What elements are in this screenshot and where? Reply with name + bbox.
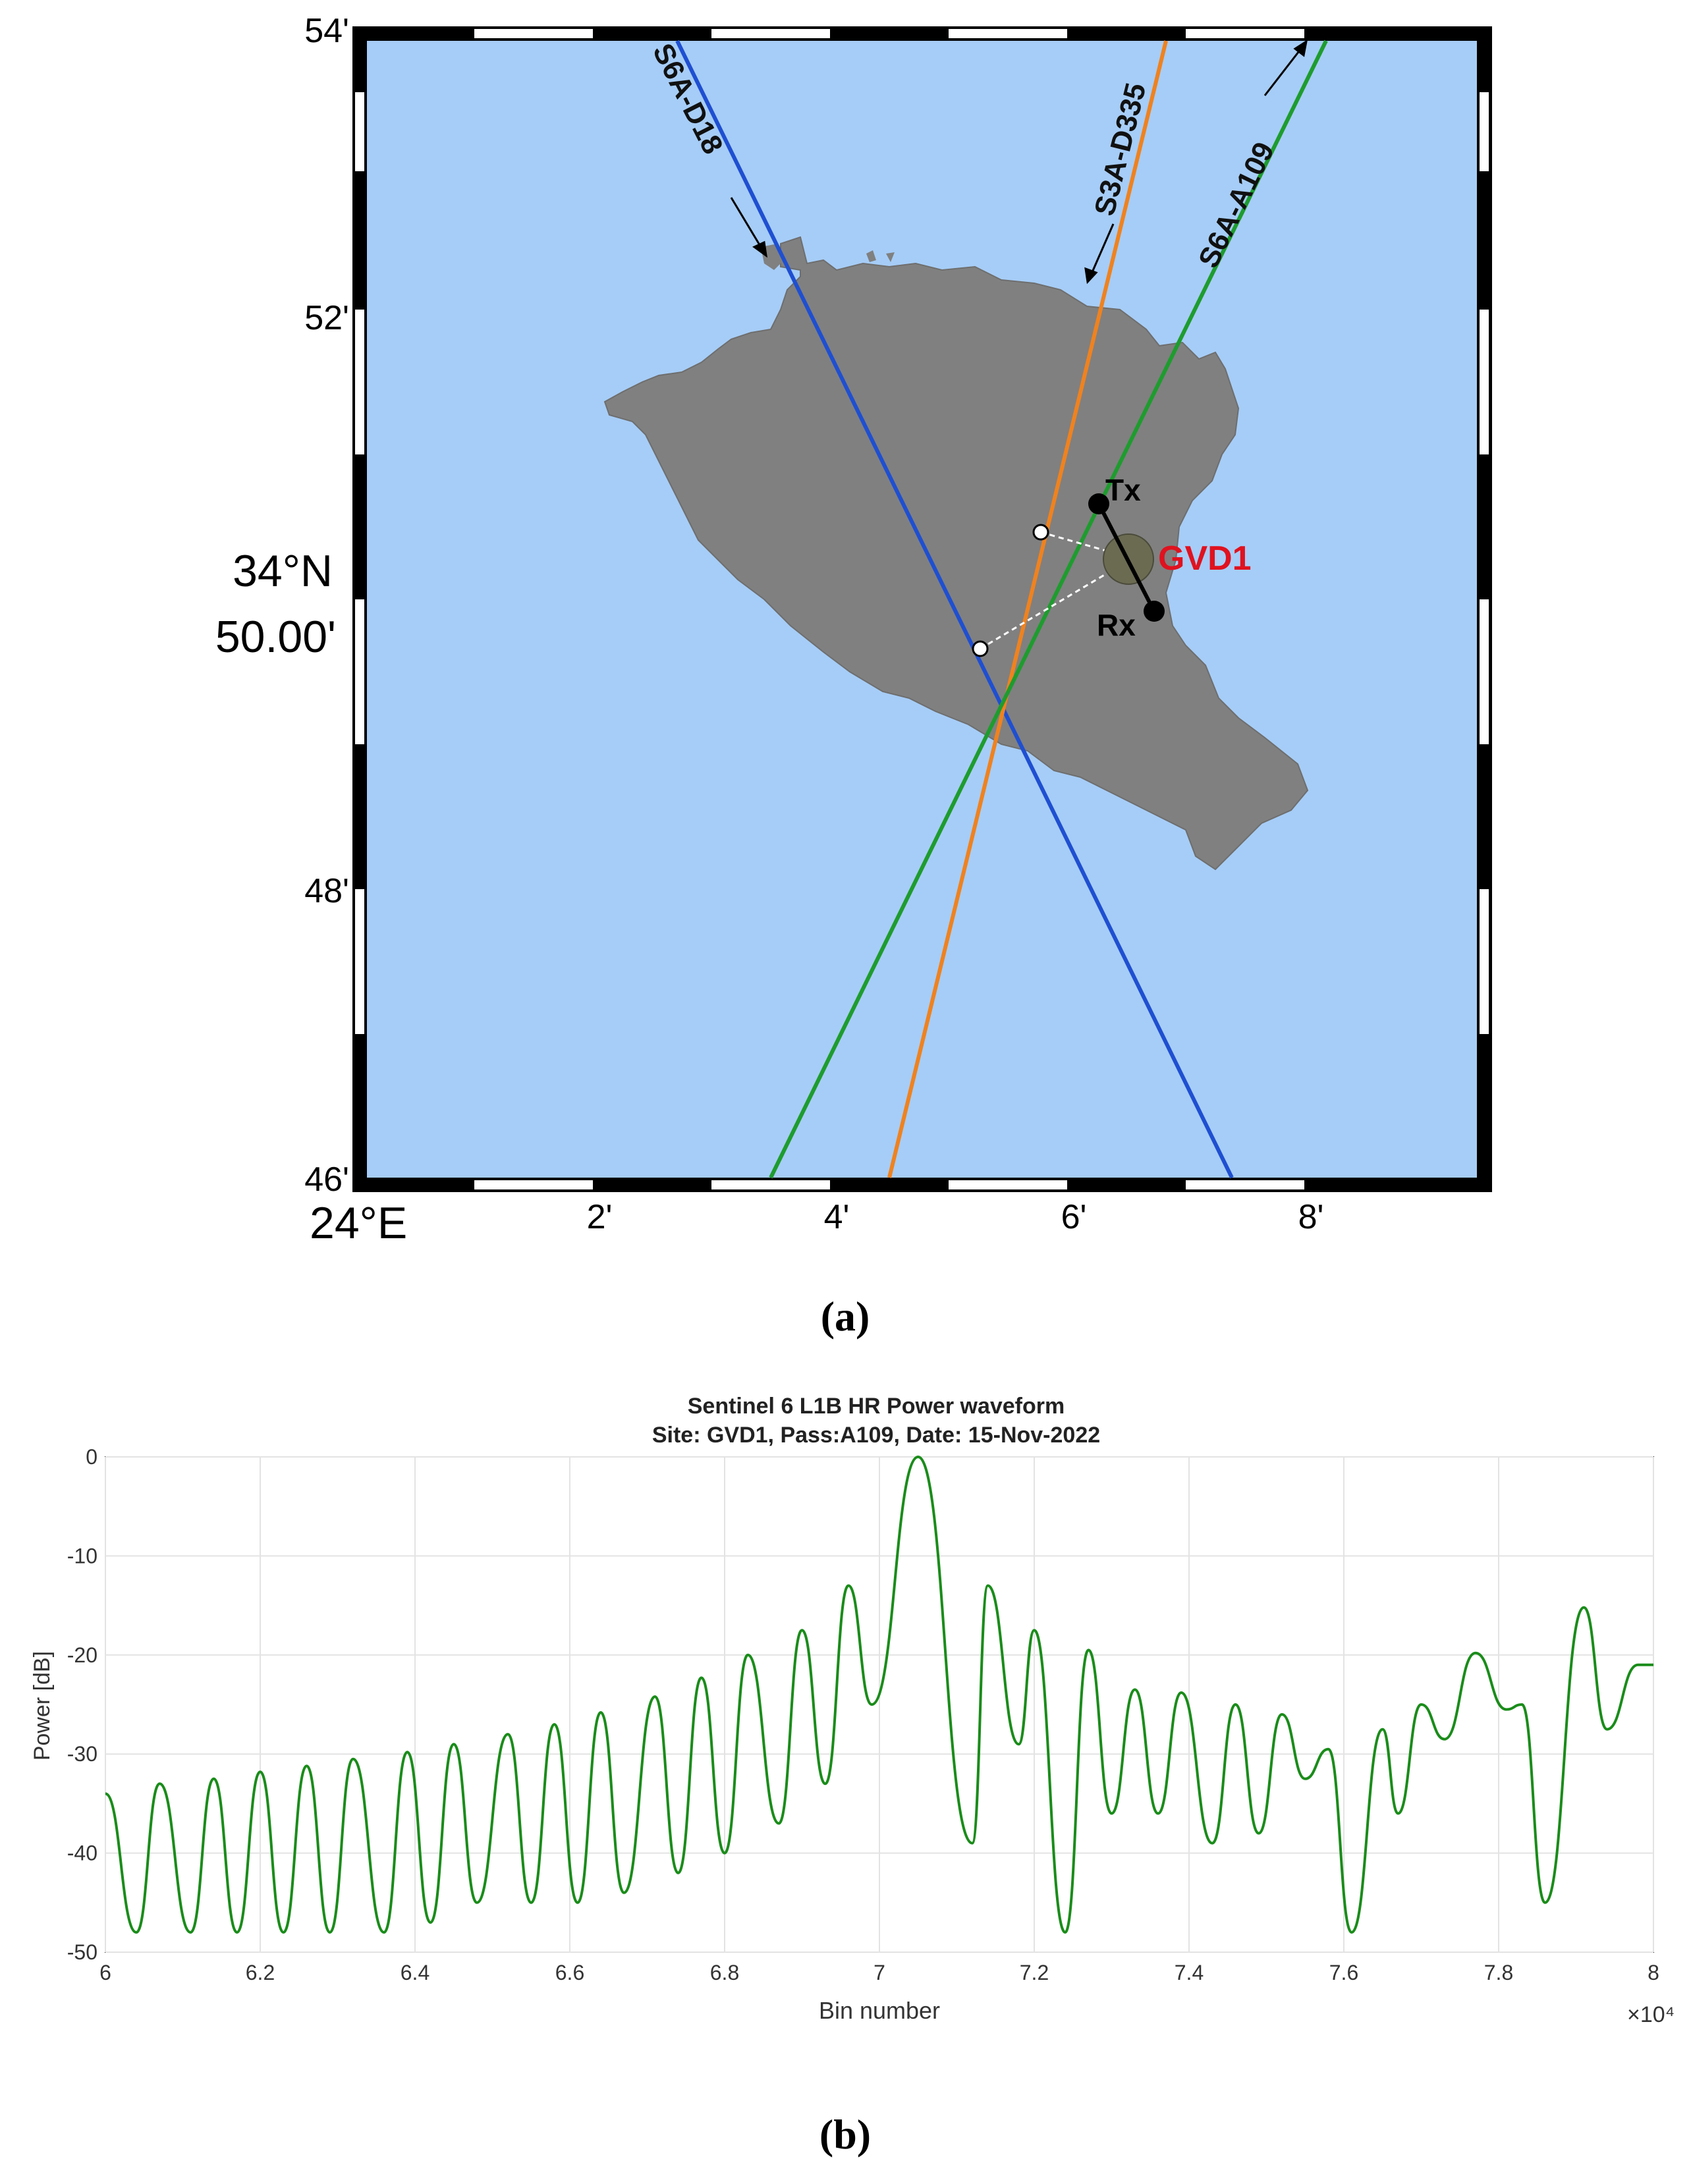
track-s6a-d18 xyxy=(675,40,1234,1179)
latitude-ticks: 54' 52' 34°N 50.00' 48' 46' xyxy=(215,12,349,1199)
y-tick-label: -50 xyxy=(67,1940,97,1964)
footprint-point-1 xyxy=(1032,524,1049,541)
lon-tick-4: 4' xyxy=(824,1198,850,1236)
x-tick-label: 7 xyxy=(873,1961,885,1984)
tx-marker xyxy=(1088,493,1109,514)
x-axis-ticks: 6 6.2 6.4 6.6 6.8 7 7.2 7.4 7.6 7.8 8 xyxy=(99,1961,1659,1984)
y-tick-label: -30 xyxy=(67,1742,97,1766)
map-frame-ticks xyxy=(355,29,1489,1189)
x-tick-label: 6.4 xyxy=(401,1961,430,1984)
x-tick-label: 7.4 xyxy=(1175,1961,1204,1984)
lat-tick-52: 52' xyxy=(304,299,349,337)
lon-tick-6: 6' xyxy=(1061,1198,1087,1236)
x-tick-label: 7.8 xyxy=(1484,1961,1513,1984)
panel-a-map: S6A-D18 S3A-D335 S6A-A109 Tx Rx GVD1 54'… xyxy=(215,12,1492,1340)
tx-label: Tx xyxy=(1105,473,1141,507)
site-gvd1-label: GVD1 xyxy=(1158,539,1252,578)
footprint-point-2 xyxy=(972,640,989,657)
tx-rx-baseline xyxy=(1097,503,1156,613)
y-tick-label: 0 xyxy=(86,1445,97,1469)
lat-tick-54: 54' xyxy=(304,12,349,50)
lat-tick-48: 48' xyxy=(304,872,349,910)
y-axis-label: Power [dB] xyxy=(30,1651,55,1761)
track-direction-arrows xyxy=(730,39,1308,285)
lon-tick-24e: 24°E xyxy=(310,1198,407,1248)
chart-title: Sentinel 6 L1B HR Power waveform xyxy=(688,1394,1065,1419)
chart-subtitle: Site: GVD1, Pass:A109, Date: 15-Nov-2022 xyxy=(652,1423,1100,1448)
lon-tick-8: 8' xyxy=(1298,1198,1324,1236)
island-land xyxy=(603,236,1309,871)
panel-b-chart: Sentinel 6 L1B HR Power waveform Site: G… xyxy=(30,1394,1675,2158)
rx-label: Rx xyxy=(1097,608,1136,642)
y-tick-label: -40 xyxy=(67,1842,97,1865)
track-s3a-d335 xyxy=(887,40,1168,1178)
x-tick-label: 6 xyxy=(99,1961,111,1984)
x-axis-multiplier: ×10⁴ xyxy=(1627,2002,1675,2027)
rx-marker xyxy=(1144,601,1165,622)
lat-tick-46: 46' xyxy=(304,1160,349,1199)
y-tick-label: -10 xyxy=(67,1544,97,1568)
lat-tick-34n: 34°N xyxy=(233,546,333,596)
x-tick-label: 7.2 xyxy=(1020,1961,1049,1984)
x-tick-label: 8 xyxy=(1648,1961,1659,1984)
caption-b: (b) xyxy=(819,2111,871,2158)
x-axis-label: Bin number xyxy=(819,1997,940,2024)
y-tick-label: -20 xyxy=(67,1643,97,1667)
lat-tick-50: 50.00' xyxy=(215,612,336,662)
caption-a: (a) xyxy=(821,1293,870,1340)
islet-2 xyxy=(866,250,876,262)
islet-3 xyxy=(886,252,895,262)
y-axis-ticks: 0 -10 -20 -30 -40 -50 xyxy=(67,1445,97,1964)
x-tick-label: 7.6 xyxy=(1329,1961,1358,1984)
lon-tick-2: 2' xyxy=(587,1198,613,1236)
x-tick-label: 6.8 xyxy=(710,1961,739,1984)
longitude-ticks: 24°E 2' 4' 6' 8' xyxy=(310,1198,1323,1248)
x-tick-label: 6.6 xyxy=(555,1961,584,1984)
x-tick-label: 6.2 xyxy=(246,1961,275,1984)
waveform-series-line xyxy=(105,1455,1653,1934)
